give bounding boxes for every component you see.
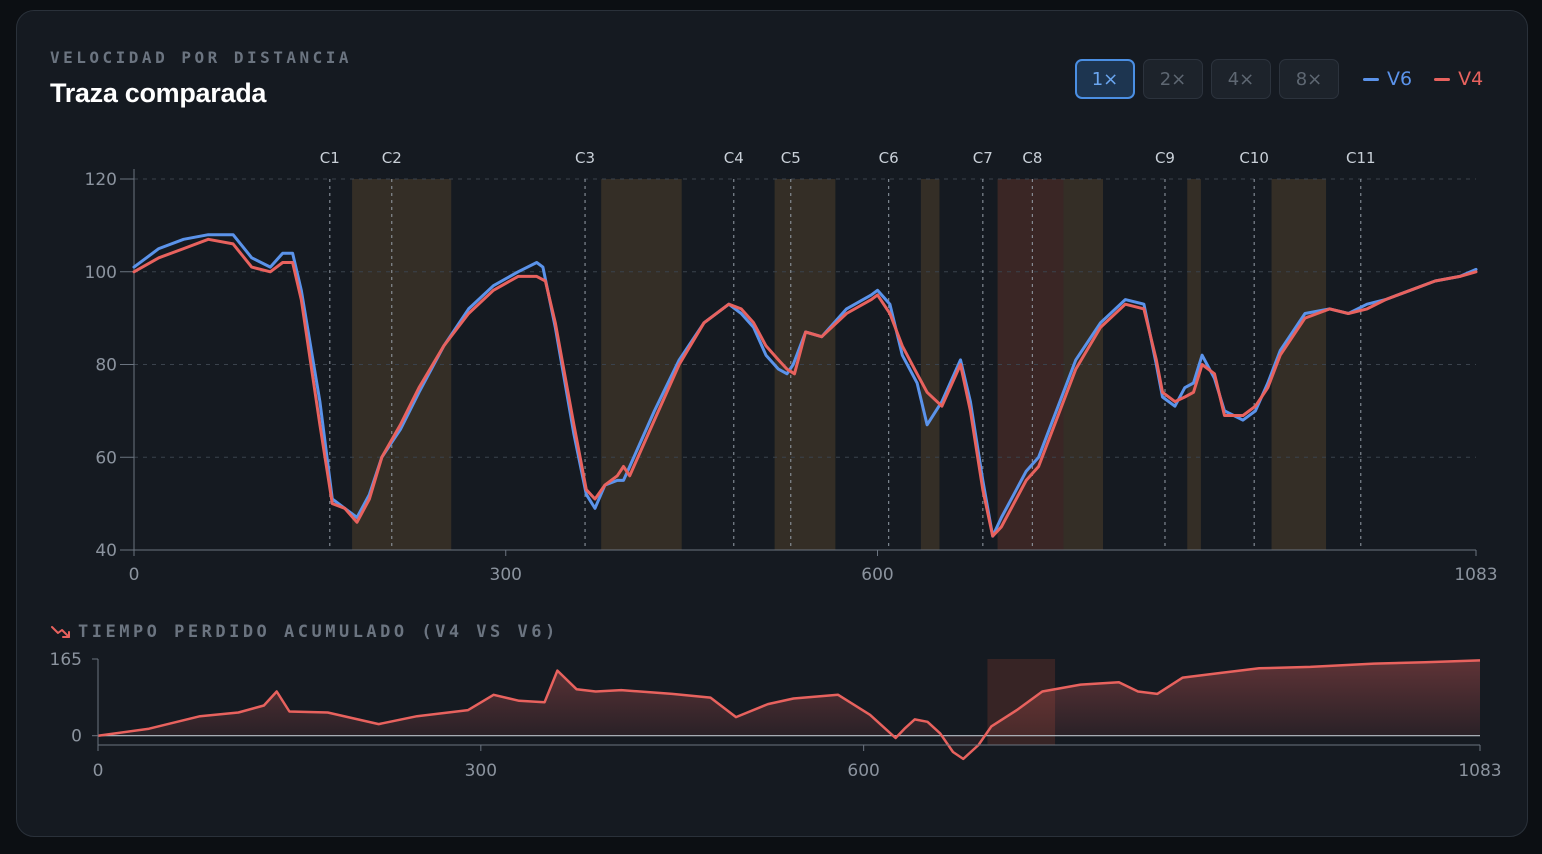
legend-label-v6: V6 — [1387, 68, 1413, 90]
time-lost-area — [98, 660, 1480, 759]
legend-swatch-v6 — [1363, 77, 1379, 81]
corner-label-c1: C1 — [320, 149, 340, 167]
corner-label-c3: C3 — [575, 149, 595, 167]
legend-label-v4: V4 — [1458, 68, 1484, 90]
chart-eyebrow: VELOCIDAD POR DISTANCIA — [50, 48, 353, 67]
zoom-selector: 1× 2× 4× 8× — [1075, 59, 1339, 99]
x-tick-label: 300 — [490, 565, 522, 585]
time-lost-x-tick-label: 1083 — [1458, 761, 1501, 781]
corner-label-c11: C11 — [1346, 149, 1376, 167]
time-lost-title: TIEMPO PERDIDO ACUMULADO (V4 VS V6) — [78, 622, 559, 642]
corner-label-c4: C4 — [724, 149, 744, 167]
time-lost-x-tick-label: 0 — [93, 761, 104, 781]
x-tick-label: 1083 — [1454, 565, 1497, 585]
time-lost-y-tick-label: 0 — [71, 727, 82, 747]
y-tick-label: 60 — [95, 448, 117, 468]
zoom-2x-button[interactable]: 2× — [1143, 59, 1203, 99]
corner-label-c10: C10 — [1239, 149, 1269, 167]
braking-zone-4 — [920, 179, 940, 550]
y-tick-label: 100 — [85, 263, 117, 283]
braking-zone-1 — [352, 179, 452, 550]
y-tick-label: 120 — [85, 170, 117, 190]
time-lost-x-tick-label: 300 — [465, 761, 497, 781]
chart-title: Traza comparada — [50, 78, 267, 108]
series-line-v4 — [132, 237, 1478, 538]
corner-label-c8: C8 — [1022, 149, 1042, 167]
x-tick-label: 600 — [861, 565, 893, 585]
time-lost-header: TIEMPO PERDIDO ACUMULADO (V4 VS V6) — [50, 622, 559, 642]
legend-item-v4[interactable]: V4 — [1434, 68, 1483, 90]
time-lost-x-tick-label: 600 — [847, 761, 879, 781]
y-tick-label: 40 — [95, 541, 117, 561]
zoom-1x-button[interactable]: 1× — [1075, 59, 1135, 99]
zoom-4x-button[interactable]: 4× — [1211, 59, 1271, 99]
corner-label-c6: C6 — [879, 149, 899, 167]
trending-down-icon — [51, 626, 70, 638]
time-lost-line — [97, 659, 1481, 761]
x-tick-label: 0 — [129, 565, 140, 585]
zoom-8x-button[interactable]: 8× — [1279, 59, 1339, 99]
corner-label-c2: C2 — [382, 149, 402, 167]
legend-swatch-v4 — [1434, 77, 1451, 81]
corner-label-c9: C9 — [1155, 149, 1175, 167]
legend-item-v6[interactable]: V6 — [1363, 68, 1412, 90]
time-lost-y-tick-label: 165 — [50, 650, 82, 670]
y-tick-label: 80 — [95, 356, 117, 376]
legend: V6 V4 — [1363, 68, 1483, 90]
corner-label-c5: C5 — [781, 149, 801, 167]
corner-label-c7: C7 — [973, 149, 993, 167]
